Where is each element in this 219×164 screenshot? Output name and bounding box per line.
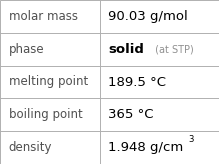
Text: 189.5 °C: 189.5 °C (108, 75, 166, 89)
Text: phase: phase (9, 43, 44, 56)
Text: (at STP): (at STP) (152, 44, 194, 54)
Text: boiling point: boiling point (9, 108, 83, 121)
Text: 3: 3 (188, 135, 194, 144)
Text: molar mass: molar mass (9, 10, 78, 23)
Text: 90.03 g/mol: 90.03 g/mol (108, 10, 188, 23)
Text: density: density (9, 141, 52, 154)
Text: 365 °C: 365 °C (108, 108, 154, 121)
Text: melting point: melting point (9, 75, 88, 89)
Text: 1.948 g/cm: 1.948 g/cm (108, 141, 184, 154)
Text: solid: solid (108, 43, 144, 56)
